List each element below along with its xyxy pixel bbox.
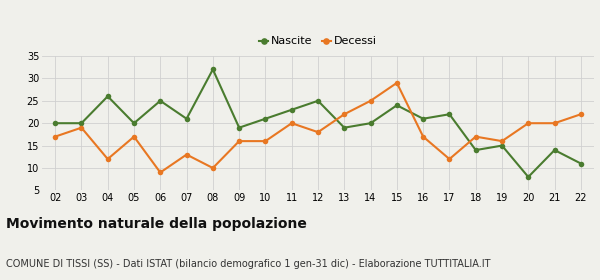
- Decessi: [183, 153, 190, 156]
- Decessi: [367, 99, 374, 102]
- Decessi: [446, 157, 453, 161]
- Nascite: [367, 122, 374, 125]
- Nascite: [130, 122, 137, 125]
- Nascite: [288, 108, 295, 111]
- Nascite: [314, 99, 322, 102]
- Decessi: [157, 171, 164, 174]
- Nascite: [78, 122, 85, 125]
- Legend: Nascite, Decessi: Nascite, Decessi: [254, 32, 382, 51]
- Nascite: [419, 117, 427, 120]
- Decessi: [524, 122, 532, 125]
- Nascite: [446, 113, 453, 116]
- Nascite: [499, 144, 506, 147]
- Nascite: [577, 162, 584, 165]
- Decessi: [499, 139, 506, 143]
- Decessi: [551, 122, 558, 125]
- Nascite: [183, 117, 190, 120]
- Nascite: [236, 126, 243, 129]
- Nascite: [472, 148, 479, 152]
- Nascite: [104, 95, 112, 98]
- Nascite: [52, 122, 59, 125]
- Nascite: [551, 148, 558, 152]
- Decessi: [472, 135, 479, 138]
- Decessi: [314, 130, 322, 134]
- Decessi: [393, 81, 400, 85]
- Decessi: [104, 157, 112, 161]
- Line: Nascite: Nascite: [52, 67, 584, 180]
- Decessi: [209, 166, 217, 170]
- Decessi: [262, 139, 269, 143]
- Nascite: [524, 175, 532, 179]
- Decessi: [288, 122, 295, 125]
- Decessi: [419, 135, 427, 138]
- Decessi: [78, 126, 85, 129]
- Decessi: [577, 113, 584, 116]
- Nascite: [393, 104, 400, 107]
- Nascite: [341, 126, 348, 129]
- Nascite: [209, 68, 217, 71]
- Decessi: [236, 139, 243, 143]
- Text: Movimento naturale della popolazione: Movimento naturale della popolazione: [6, 217, 307, 231]
- Nascite: [157, 99, 164, 102]
- Decessi: [52, 135, 59, 138]
- Decessi: [341, 113, 348, 116]
- Decessi: [130, 135, 137, 138]
- Text: COMUNE DI TISSI (SS) - Dati ISTAT (bilancio demografico 1 gen-31 dic) - Elaboraz: COMUNE DI TISSI (SS) - Dati ISTAT (bilan…: [6, 259, 491, 269]
- Line: Decessi: Decessi: [52, 80, 584, 175]
- Nascite: [262, 117, 269, 120]
